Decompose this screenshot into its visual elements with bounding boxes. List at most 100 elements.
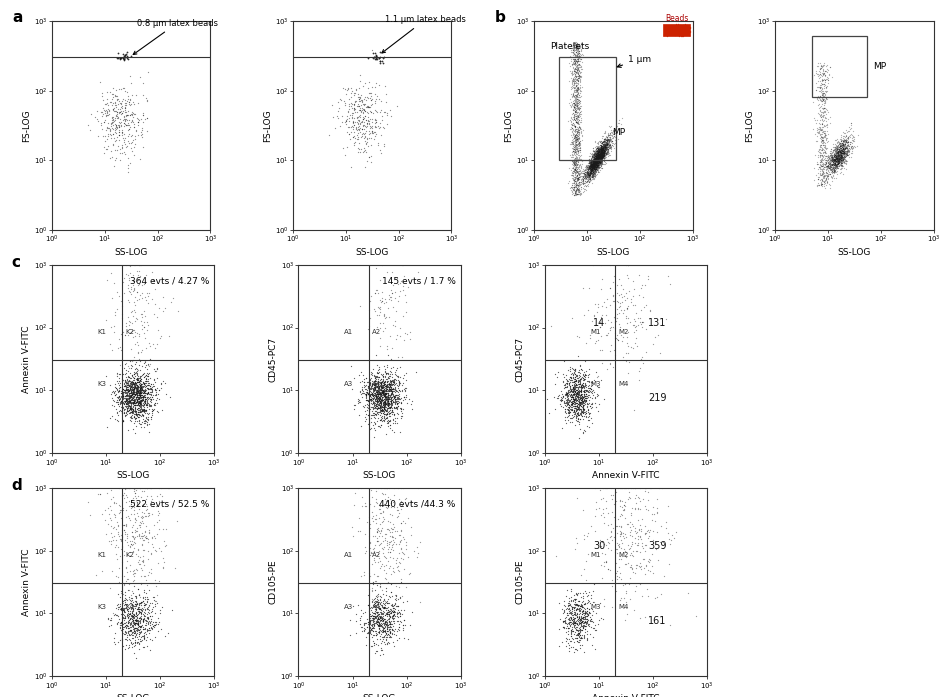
Point (123, 400, 138, 411)
Point (371, 380, 386, 391)
Point (110, 397, 125, 408)
Point (135, 539, 150, 550)
Point (571, 627, 586, 638)
Point (626, 605, 641, 616)
Point (118, 519, 133, 530)
Point (615, 307, 630, 319)
Point (595, 147, 610, 158)
Point (588, 145, 604, 156)
Point (372, 395, 387, 406)
Point (372, 332, 388, 344)
Point (567, 608, 582, 619)
Text: M4: M4 (619, 381, 629, 387)
Point (388, 418, 403, 429)
Point (577, 616, 592, 627)
Point (117, 618, 132, 629)
Point (566, 135, 581, 146)
Point (89, 569, 104, 581)
Point (570, 130, 585, 141)
Point (575, 396, 590, 407)
Point (566, 393, 581, 404)
Point (112, 121, 127, 132)
Point (380, 617, 395, 628)
Point (135, 512, 150, 523)
Point (819, 151, 834, 162)
Point (372, 406, 388, 417)
Point (371, 395, 386, 406)
Point (332, 102, 347, 113)
Point (627, 522, 642, 533)
Point (397, 620, 412, 631)
Point (580, 169, 595, 180)
Point (374, 395, 389, 406)
Point (386, 393, 401, 404)
Point (573, 37, 588, 48)
Point (823, 166, 838, 177)
Point (614, 535, 629, 546)
Point (124, 390, 139, 401)
Point (379, 619, 394, 630)
Point (132, 390, 147, 401)
Point (595, 144, 610, 155)
Point (131, 510, 146, 521)
Point (641, 526, 656, 537)
Point (587, 622, 602, 634)
Point (141, 388, 156, 399)
Point (115, 386, 130, 397)
Point (124, 376, 140, 387)
Point (126, 567, 141, 579)
Point (397, 270, 412, 282)
Point (110, 112, 125, 123)
Point (370, 615, 385, 627)
Point (572, 100, 587, 112)
Point (124, 397, 140, 408)
Point (124, 624, 139, 635)
Point (568, 46, 583, 57)
Point (129, 383, 144, 395)
Point (380, 601, 395, 612)
Point (111, 334, 126, 345)
Point (570, 108, 585, 119)
Point (587, 162, 602, 174)
Point (557, 606, 572, 617)
Point (551, 392, 566, 404)
Point (116, 383, 131, 395)
Point (127, 512, 142, 523)
Point (573, 116, 588, 128)
Point (603, 132, 618, 143)
Point (586, 154, 601, 165)
Point (99, 144, 114, 155)
Point (577, 381, 592, 392)
Point (379, 401, 394, 413)
Point (124, 403, 139, 414)
Point (106, 103, 121, 114)
Point (381, 403, 396, 414)
Point (603, 139, 618, 151)
Point (580, 171, 595, 183)
Point (564, 585, 579, 597)
Point (835, 148, 851, 160)
Point (574, 174, 589, 185)
Point (594, 144, 609, 155)
Point (590, 158, 605, 169)
Point (124, 526, 140, 537)
Point (565, 113, 580, 124)
Point (574, 616, 589, 627)
Point (554, 392, 570, 404)
Point (574, 165, 589, 176)
Point (571, 167, 586, 178)
Point (359, 500, 374, 511)
Point (386, 413, 401, 424)
Point (575, 618, 590, 629)
Point (380, 619, 395, 630)
Point (823, 169, 838, 180)
Point (138, 311, 153, 322)
Point (369, 381, 384, 392)
Point (565, 604, 580, 615)
Point (590, 153, 605, 164)
Point (680, 22, 695, 33)
Point (608, 567, 623, 579)
Point (394, 404, 409, 415)
Point (384, 623, 399, 634)
Point (124, 409, 140, 420)
